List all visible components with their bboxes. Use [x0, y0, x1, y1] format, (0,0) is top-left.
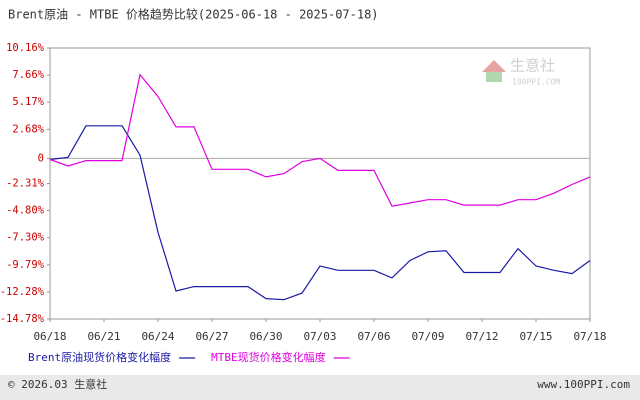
y-tick-label: -14.78%: [0, 313, 45, 325]
y-tick-label: -2.31%: [6, 178, 45, 190]
watermark-logo: [486, 72, 502, 82]
y-tick-label: 0: [38, 152, 44, 164]
x-tick-label: 07/06: [357, 330, 390, 343]
footer-bar: [0, 375, 640, 400]
x-tick-label: 07/18: [573, 330, 606, 343]
y-tick-label: -9.79%: [6, 259, 45, 271]
x-tick-label: 07/09: [411, 330, 444, 343]
footer-site: www.100PPI.com: [537, 378, 630, 391]
watermark-logo: [482, 60, 506, 72]
x-tick-label: 06/24: [141, 330, 174, 343]
y-tick-label: 7.66%: [12, 69, 44, 81]
x-tick-label: 06/30: [249, 330, 282, 343]
y-tick-label: -12.28%: [0, 286, 45, 298]
legend-label: Brent原油现货价格变化幅度: [28, 350, 171, 364]
watermark-name: 生意社: [510, 57, 555, 75]
y-tick-label: 10.16%: [6, 42, 45, 54]
chart-title: Brent原油 - MTBE 价格趋势比较(2025-06-18 - 2025-…: [8, 7, 379, 22]
series-line: [49, 125, 591, 301]
y-tick-label: -7.30%: [6, 232, 45, 244]
x-tick-label: 07/15: [519, 330, 552, 343]
watermark: 生意社 100PPI.COM: [482, 57, 560, 87]
x-tick-label: 06/21: [87, 330, 120, 343]
legend-label: MTBE现货价格变化幅度: [211, 350, 326, 364]
x-tick-label: 06/18: [33, 330, 66, 343]
watermark-site: 100PPI.COM: [512, 78, 560, 87]
x-tick-label: 06/27: [195, 330, 228, 343]
x-tick-label: 07/12: [465, 330, 498, 343]
y-tick-label: -4.80%: [6, 205, 45, 217]
footer-copyright: © 2026.03 生意社: [8, 377, 107, 391]
series-line: [49, 73, 591, 207]
x-tick-label: 07/03: [303, 330, 336, 343]
y-tick-label: 5.17%: [12, 96, 44, 108]
y-tick-label: 2.68%: [12, 123, 44, 135]
